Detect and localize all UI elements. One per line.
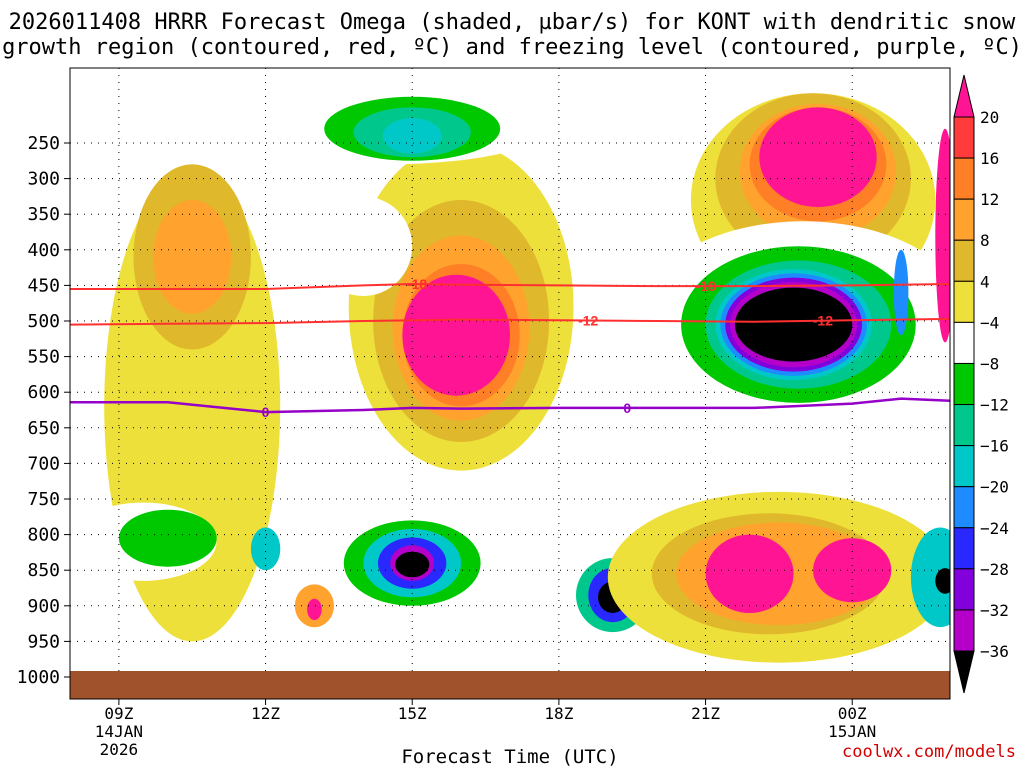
colorbar-label: −8 (980, 354, 999, 373)
omega-region (402, 274, 511, 396)
dgz-contour-label: -18 (695, 278, 715, 294)
x-tick-date: 15JAN (828, 722, 876, 741)
dgz-contour-line (70, 317, 950, 326)
omega-region (153, 199, 232, 314)
colorbar-segment (953, 321, 975, 364)
y-axis: 250 300 350 400 450 500 550 600 650 700 750 800 850 9… (17, 133, 70, 688)
colorbar-label: −4 (980, 313, 999, 332)
y-tick-label: 250 (27, 133, 60, 154)
omega-region (935, 568, 950, 594)
colorbar-segment (953, 116, 975, 159)
colorbar-label: −32 (980, 601, 1009, 620)
colorbar-label: −12 (980, 396, 1009, 415)
x-tick-label: 15Z (398, 704, 427, 723)
colorbar: 20 16 12 8 4 −4 −8 −12 −16 −20 −24 −28 −32 −36 (953, 74, 1009, 694)
omega-region (705, 534, 794, 613)
y-tick-label: 850 (27, 560, 60, 581)
colorbar-segment (953, 527, 975, 570)
freezing-level-label: 0 (623, 400, 631, 416)
ground-surface (70, 671, 950, 699)
y-tick-label: 350 (27, 204, 60, 225)
omega-region (382, 118, 442, 154)
colorbar-label: −20 (980, 478, 1009, 497)
x-axis-label: Forecast Time (UTC) (401, 746, 618, 768)
x-tick-label: 21Z (691, 704, 720, 723)
omega-region (94, 89, 242, 154)
x-tick-label: 09Z (104, 704, 133, 723)
colorbar-segment (953, 280, 975, 323)
y-tick-label: 550 (27, 347, 60, 368)
colorbar-label: −16 (980, 437, 1009, 456)
colorbar-segment (953, 486, 975, 529)
y-tick-label: 600 (27, 382, 60, 403)
omega-region (118, 509, 217, 567)
y-tick-label: 450 (27, 275, 60, 296)
y-tick-label: 700 (27, 453, 60, 474)
freezing-level-label: 0 (262, 404, 270, 420)
dgz-contour-line (70, 282, 950, 290)
omega-region (250, 527, 281, 571)
grid-lines (70, 68, 950, 699)
y-tick-label: 1000 (17, 667, 60, 688)
colorbar-segment (953, 198, 975, 241)
colorbar-segment (953, 157, 975, 200)
colorbar-label: 8 (980, 231, 990, 250)
dgz-contours: -18 -18 -12 -12 (70, 276, 950, 329)
omega-region (314, 196, 413, 296)
colorbar-segment (953, 609, 975, 652)
omega-region (307, 598, 322, 621)
y-tick-label: 400 (27, 240, 60, 261)
colorbar-label: 16 (980, 149, 999, 168)
x-tick-date: 14JAN (95, 722, 143, 741)
y-tick-label: 300 (27, 169, 60, 190)
y-tick-label: 900 (27, 596, 60, 617)
x-tick-label: 00Z (838, 704, 867, 723)
colorbar-segment (953, 650, 975, 694)
freezing-level-line (70, 397, 950, 414)
y-tick-label: 650 (27, 418, 60, 439)
x-tick-year: 2026 (100, 740, 139, 759)
omega-region (734, 287, 853, 362)
dgz-contour-label: -18 (407, 276, 427, 292)
title-line-1: 2026011408 HRRR Forecast Omega (shaded, … (9, 10, 1016, 35)
colorbar-label: 12 (980, 190, 999, 209)
colorbar-label: −24 (980, 519, 1009, 538)
y-tick-label: 500 (27, 311, 60, 332)
dgz-contour-label: -12 (578, 313, 598, 329)
colorbar-label: −28 (980, 560, 1009, 579)
y-tick-label: 800 (27, 525, 60, 546)
colorbar-segment (953, 445, 975, 488)
omega-region (813, 538, 892, 603)
omega-region (759, 107, 877, 207)
colorbar-segment (953, 362, 975, 406)
colorbar-segment (953, 74, 975, 118)
x-tick-label: 18Z (544, 704, 573, 723)
credit-link[interactable]: coolwx.com/models (842, 742, 1016, 762)
omega-region (395, 551, 430, 578)
omega-shading (70, 78, 950, 663)
colorbar-segment (953, 239, 975, 282)
omega-region (893, 249, 909, 336)
y-tick-label: 750 (27, 489, 60, 510)
omega-region (935, 128, 950, 343)
colorbar-segment (953, 568, 975, 611)
x-tick-label: 12Z (251, 704, 280, 723)
colorbar-segment (953, 404, 975, 447)
dgz-contour-label: -12 (813, 313, 833, 329)
colorbar-label: −36 (980, 642, 1009, 661)
colorbar-label: 20 (980, 108, 999, 127)
y-tick-label: 950 (27, 631, 60, 652)
title-line-2: growth region (contoured, red, ºC) and f… (2, 35, 1022, 60)
omega-region (910, 527, 950, 628)
colorbar-label: 4 (980, 272, 990, 291)
plot-frame (69, 67, 951, 700)
